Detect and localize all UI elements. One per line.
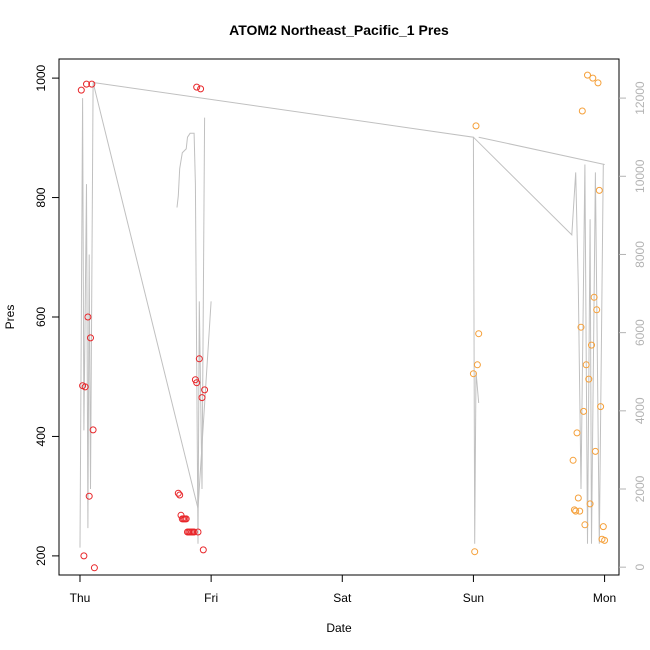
data-point [471,548,479,556]
data-point [84,313,92,321]
data-point [597,403,605,411]
secondary-line-segment [176,117,206,544]
data-point [198,394,206,402]
x-tick-label: Fri [204,591,218,605]
data-point [588,341,595,349]
data-point [585,375,593,383]
data-point [190,528,198,536]
secondary-line-layer [79,82,605,548]
data-point [472,122,480,130]
data-point [576,507,584,515]
data-point [595,186,603,194]
data-point [589,74,597,82]
data-point [584,71,591,79]
secondary-line-segment [473,136,605,544]
data-point [182,515,190,523]
y2-tick-label: 12000 [633,81,647,115]
data-point [591,447,599,455]
data-point [574,494,582,502]
data-point [80,552,88,560]
data-point [601,536,609,544]
data-point [586,500,594,508]
y-tick-label: 1000 [34,64,48,91]
data-point [572,507,580,515]
y2-tick-label: 2000 [633,475,647,502]
data-point [469,370,477,378]
data-point [174,489,182,497]
data-point [590,293,598,301]
x-tick-label: Mon [593,591,616,605]
data-point [88,80,96,88]
y-tick-label: 600 [34,307,48,327]
y-tick-label: 800 [34,187,48,207]
data-point [193,83,201,91]
y2-tick-label: 8000 [633,241,647,268]
data-point [578,107,586,115]
x-tick-label: Sat [333,591,352,605]
data-point [582,361,590,369]
secondary-line-segment [93,82,480,544]
data-point [89,426,97,434]
data-point [473,361,481,369]
x-tick-label: Thu [70,591,91,605]
x-tick-label: Sun [463,591,484,605]
y2-tick-label: 10000 [633,159,647,193]
data-point [85,492,93,500]
y2-tick-label: 4000 [633,397,647,424]
y2-tick-label: 6000 [633,319,647,346]
data-point [176,491,184,499]
y-tick-label: 200 [34,546,48,566]
data-point [195,355,203,363]
data-point [194,528,202,536]
axes-layer: Thu Fri Sat Sun Mon2004006008001000020004000… [34,64,647,605]
data-point [577,323,585,331]
data-point [87,334,94,342]
data-point [197,85,205,93]
data-point [81,383,89,391]
data-point [199,546,207,554]
y2-tick-label: 0 [633,564,647,571]
data-point [599,523,607,531]
plot-frame [58,58,620,576]
secondary-line-segment [79,82,212,548]
data-point [193,379,201,387]
data-point [201,386,209,394]
data-point [90,564,98,572]
data-point [77,86,85,94]
data-point [594,79,602,87]
data-point [569,456,577,464]
x-axis-label: Date [326,621,352,635]
data-point [83,80,90,88]
data-points-layer [77,71,609,572]
data-point [570,506,578,514]
y-axis-label: Pres [3,305,17,330]
chart-title: ATOM2 Northeast_Pacific_1 Pres [229,22,449,38]
data-point [581,521,589,529]
data-point [475,330,483,338]
data-point [573,429,581,437]
y-tick-label: 400 [34,426,48,446]
data-point [593,306,601,314]
data-point [580,407,588,415]
